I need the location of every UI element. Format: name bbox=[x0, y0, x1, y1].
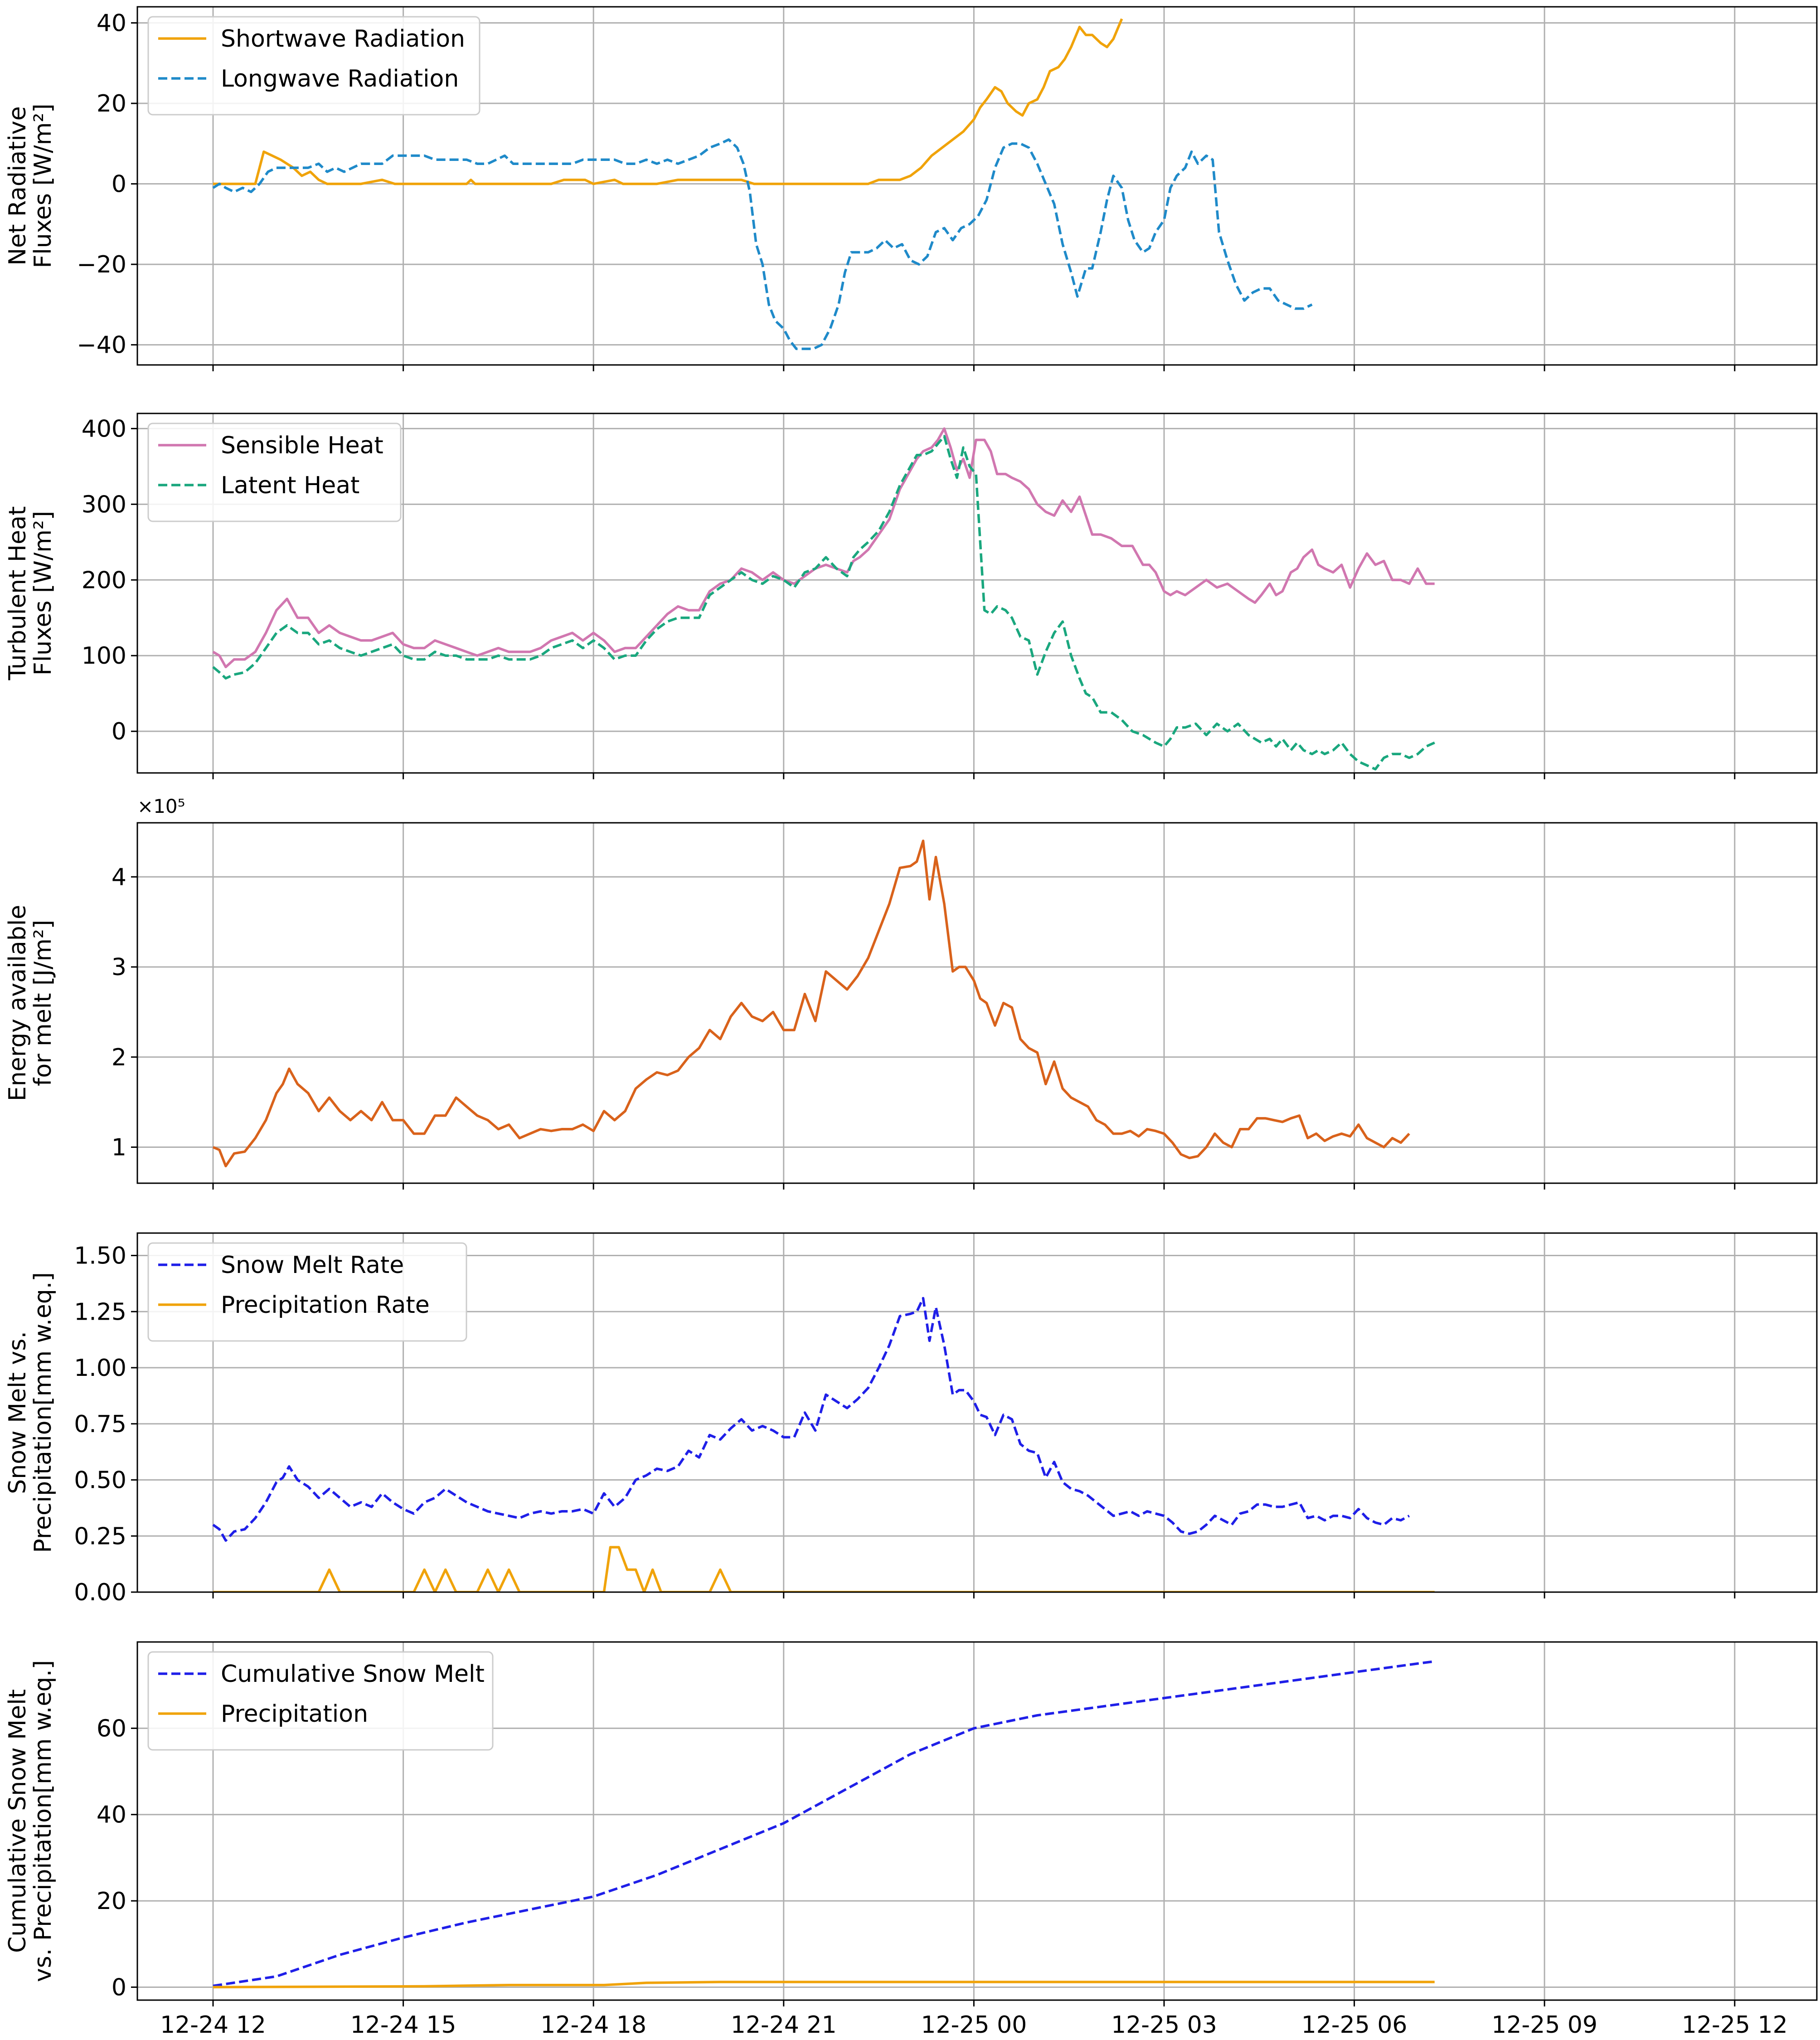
y-tick-label: −20 bbox=[77, 251, 126, 278]
y-axis-label-line: Cumulative Snow Melt bbox=[4, 1689, 31, 1953]
y-tick-label: 1.25 bbox=[74, 1298, 126, 1326]
y-axis-label-line: Fluxes [W/m²] bbox=[29, 511, 57, 675]
series-line-latent-heat bbox=[212, 435, 1435, 771]
y-tick-label: 40 bbox=[97, 1802, 126, 1829]
y-axis-label-line: vs. Precipitation[mm w.eq.] bbox=[29, 1660, 57, 1982]
y-axis-label-line: Net Radiative bbox=[4, 106, 31, 266]
y-tick-label: 0 bbox=[112, 718, 126, 745]
y-tick-label: 1.00 bbox=[74, 1355, 126, 1382]
legend-entry: Precipitation Rate bbox=[221, 1292, 430, 1319]
y-tick-label: 40 bbox=[97, 10, 126, 37]
y-axis-label-line: Snow Melt vs. bbox=[4, 1331, 31, 1494]
y-tick-label: 0.75 bbox=[74, 1411, 126, 1438]
axes-frame bbox=[136, 413, 1818, 774]
y-tick-label: 3 bbox=[112, 954, 126, 981]
y-axis-label: Snow Melt vs.Precipitation[mm w.eq.] bbox=[4, 1272, 57, 1553]
x-tick-label: 12-24 15 bbox=[350, 2011, 456, 2039]
y-tick-label: 200 bbox=[82, 567, 126, 594]
legend-entry: Cumulative Snow Melt bbox=[221, 1661, 485, 1688]
legend: Cumulative Snow Melt Precipitation bbox=[147, 1651, 494, 1751]
y-axis-label: Cumulative Snow Meltvs. Precipitation[mm… bbox=[4, 1660, 57, 1982]
y-tick-label: 1.50 bbox=[74, 1243, 126, 1270]
axes-frame bbox=[136, 6, 1818, 366]
y-axis-label: Energy availablefor melt [J/m²] bbox=[4, 905, 57, 1101]
x-tick-label: 12-24 18 bbox=[540, 2011, 646, 2039]
axis-multiplier: ×10⁵ bbox=[137, 795, 185, 817]
series-line-precipitation bbox=[213, 1981, 1435, 1989]
y-tick-label: 20 bbox=[97, 1888, 126, 1915]
y-tick-label: 0 bbox=[112, 171, 126, 198]
legend-entry: Precipitation bbox=[221, 1700, 368, 1728]
y-axis-label: Turbulent HeatFluxes [W/m²] bbox=[4, 506, 57, 681]
x-tick-label: 12-25 12 bbox=[1682, 2011, 1788, 2039]
legend: Shortwave Radiation Longwave Radiation bbox=[147, 16, 480, 116]
y-tick-label: 1 bbox=[112, 1134, 126, 1161]
series-line-snow-melt-rate bbox=[212, 1297, 1410, 1542]
legend-box bbox=[147, 16, 480, 116]
x-tick-label: 12-24 12 bbox=[160, 2011, 266, 2039]
x-tick-label: 12-25 06 bbox=[1301, 2011, 1407, 2039]
legend-box bbox=[147, 1242, 467, 1342]
legend: Sensible Heat Latent Heat bbox=[147, 423, 402, 522]
x-tick-label: 12-24 21 bbox=[731, 2011, 837, 2039]
legend-box bbox=[147, 423, 402, 522]
subplot-1: −40 −20 0 20 40 Net RadiativeFluxes [W/m²] Sho… bbox=[4, 6, 1818, 371]
legend: Snow Melt Rate Precipitation Rate bbox=[147, 1242, 467, 1342]
legend-entry: Shortwave Radiation bbox=[221, 25, 465, 53]
y-axis-label-line: Fluxes [W/m²] bbox=[29, 103, 57, 268]
y-tick-label: 400 bbox=[82, 415, 126, 442]
axes-frame bbox=[136, 1641, 1818, 2001]
axes-frame bbox=[136, 1232, 1818, 1593]
legend-entry: Sensible Heat bbox=[221, 432, 383, 459]
series-line-sensible-heat bbox=[212, 427, 1435, 669]
y-axis-label-line: Energy available bbox=[4, 905, 31, 1101]
y-tick-label: 20 bbox=[97, 90, 126, 117]
y-tick-label: 0.00 bbox=[74, 1579, 126, 1606]
subplot-3: 1 2 3 4 Energy availablefor melt [J/m²] ×10⁵ bbox=[4, 795, 1818, 1190]
y-tick-label: 100 bbox=[82, 642, 126, 670]
y-tick-label: 4 bbox=[112, 864, 126, 891]
y-axis-label: Net RadiativeFluxes [W/m²] bbox=[4, 103, 57, 268]
y-tick-label: 0 bbox=[112, 1974, 126, 2001]
series-line-cumulative-snow-melt bbox=[213, 1660, 1435, 1987]
series-line-longwave-radiation bbox=[212, 138, 1313, 350]
y-axis-label-line: for melt [J/m²] bbox=[29, 920, 57, 1086]
y-tick-label: 300 bbox=[82, 491, 126, 518]
series-line-shortwave-radiation bbox=[213, 18, 1123, 185]
x-tick-label: 12-25 00 bbox=[921, 2011, 1027, 2039]
legend-entry: Snow Melt Rate bbox=[221, 1252, 404, 1279]
subplot-4: 0.00 0.25 0.50 0.75 1.00 1.25 1.50 Snow Melt vs… bbox=[4, 1232, 1818, 1606]
y-axis-label-line: Turbulent Heat bbox=[4, 506, 31, 681]
y-axis-label-line: Precipitation[mm w.eq.] bbox=[29, 1272, 57, 1553]
x-tick-label: 12-25 03 bbox=[1111, 2011, 1217, 2039]
y-tick-label: 0.25 bbox=[74, 1523, 126, 1550]
legend-entry: Longwave Radiation bbox=[221, 65, 459, 92]
y-tick-label: 0.50 bbox=[74, 1467, 126, 1494]
y-tick-label: 60 bbox=[97, 1715, 126, 1742]
y-tick-label: 2 bbox=[112, 1044, 126, 1071]
x-tick-label: 12-25 09 bbox=[1491, 2011, 1597, 2039]
legend-entry: Latent Heat bbox=[221, 472, 359, 499]
legend-box bbox=[147, 1651, 494, 1751]
series-line-energy bbox=[212, 840, 1410, 1167]
subplot-2: 0 100 200 300 400 Turbulent HeatFluxes [W/m²]… bbox=[4, 413, 1818, 779]
axes-frame bbox=[136, 822, 1818, 1184]
x-axis: 12-24 12 12-24 15 12-24 18 12-24 21 12-25 00… bbox=[160, 2011, 1788, 2039]
y-tick-label: −40 bbox=[77, 332, 126, 359]
series-line-precipitation-rate bbox=[213, 1546, 1435, 1592]
